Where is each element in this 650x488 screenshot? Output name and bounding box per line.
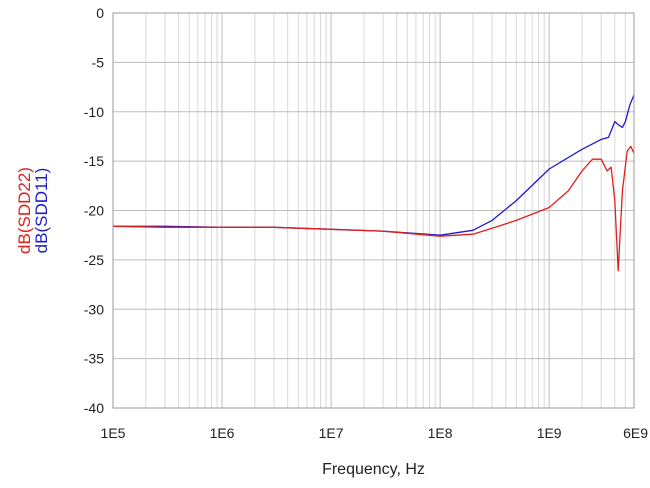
y-tick-label: -35 — [84, 351, 104, 367]
series-line-db-sdd11- — [113, 94, 635, 236]
series-line-db-sdd22- — [112, 145, 635, 272]
x-tick-label: 1E6 — [210, 425, 235, 441]
y-tick-label: -30 — [84, 301, 104, 317]
y-axis-label-2: dB(SDD11) — [32, 168, 51, 254]
x-tick-label: 1E8 — [428, 425, 453, 441]
y-axis-label-1: dB(SDD22) — [15, 167, 34, 254]
y-tick-label: -10 — [84, 104, 104, 120]
y-tick-label: -5 — [92, 54, 105, 70]
x-axis-title: Frequency, Hz — [322, 461, 425, 478]
y-tick-label: 0 — [96, 5, 104, 21]
series-group — [112, 94, 635, 272]
y-tick-label: -20 — [84, 203, 104, 219]
x-tick-labels: 1E5 1E6 1E7 1E8 1E9 6E9 — [101, 425, 649, 441]
plot-frame — [112, 12, 635, 409]
y-axis-labels: dB(SDD22)dB(SDD11) — [15, 167, 51, 254]
grid — [112, 12, 635, 409]
x-tick-label: 1E5 — [101, 425, 126, 441]
x-tick-label: 6E9 — [623, 425, 648, 441]
x-tick-label: 1E7 — [319, 425, 344, 441]
y-tick-label: -15 — [84, 153, 104, 169]
y-tick-labels: 0 -5 -10 -15 -20 -25 -30 -35 -40 — [84, 5, 104, 416]
y-tick-label: -40 — [84, 400, 104, 416]
y-tick-label: -25 — [84, 252, 104, 268]
x-tick-label: 1E9 — [537, 425, 562, 441]
